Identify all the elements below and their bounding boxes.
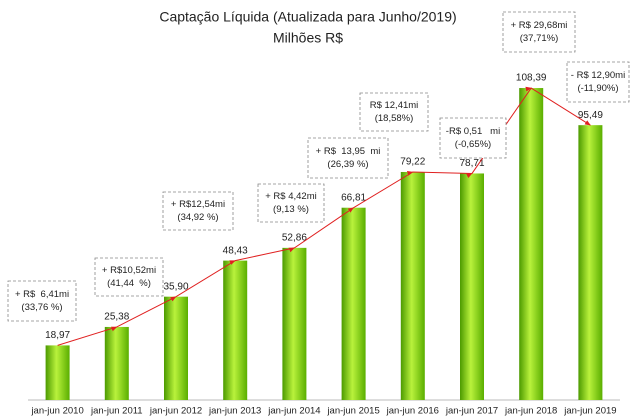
bar (460, 173, 484, 400)
value-label: 18,97 (45, 330, 70, 341)
bar (578, 125, 603, 400)
annotation-text: (-0,65%) (455, 139, 491, 150)
annotation-text: + R$10,52mi (102, 265, 156, 276)
annotation-text: R$ 12,41mi (370, 100, 419, 111)
annotation-text: (26,39 %) (327, 159, 368, 170)
annotation-box (502, 11, 576, 53)
value-label: 25,38 (104, 312, 129, 323)
annotation-text: - R$ 12,90mi (571, 70, 625, 81)
x-tick-label: jan-jun 2015 (326, 406, 379, 417)
annotation-box (307, 137, 389, 179)
annotation-box (162, 191, 234, 231)
annotation-text: -R$ 0,51 mi (446, 126, 500, 137)
x-tick-label: jan-jun 2016 (386, 406, 439, 417)
annotation-text: (37,71%) (520, 33, 559, 44)
x-tick-label: jan-jun 2018 (504, 406, 557, 417)
annotation-text: (-11,90%) (577, 83, 618, 94)
annotation-box (7, 280, 77, 322)
annotation-text: (41,44 %) (107, 278, 151, 289)
annotation-text: + R$12,54mi (171, 199, 225, 210)
chart-title: Captação Líquida (Atualizada para Junho/… (159, 9, 456, 25)
annotation-text: + R$ 29,68mi (511, 20, 568, 31)
annotation-box (566, 61, 630, 103)
annotation-text: (33,76 %) (21, 302, 62, 313)
x-tick-label: jan-jun 2014 (267, 406, 320, 417)
x-tick-label: jan-jun 2017 (445, 406, 498, 417)
x-tick-label: jan-jun 2012 (149, 406, 202, 417)
annotation-text: (34,92 %) (177, 212, 218, 223)
value-label: 108,39 (516, 73, 547, 84)
x-tick-label: jan-jun 2011 (90, 406, 143, 417)
trend-line (57, 86, 591, 346)
annotation-text: + R$ 4,42mi (265, 191, 317, 202)
annotation-text: (18,58%) (375, 113, 414, 124)
bar (400, 171, 425, 400)
bar (519, 88, 544, 400)
bar (104, 326, 129, 400)
bar (341, 207, 366, 400)
chart-subtitle: Milhões R$ (273, 30, 343, 46)
bar (45, 345, 70, 400)
bar (282, 247, 307, 400)
annotation-box (359, 92, 429, 132)
value-label: 48,43 (223, 245, 248, 256)
x-tick-label: jan-jun 2019 (563, 406, 616, 417)
annotation-text: + R$ 6,41mi (15, 289, 69, 300)
x-tick-label: jan-jun 2010 (30, 406, 83, 417)
annotation-box (94, 257, 164, 297)
annotation-box (257, 183, 325, 223)
annotation-box (439, 117, 507, 159)
value-label: 79,22 (400, 157, 425, 168)
annotation-text: + R$ 13,95 mi (316, 146, 381, 157)
bar (223, 260, 248, 400)
x-tick-label: jan-jun 2013 (208, 406, 261, 417)
bar (164, 296, 188, 400)
annotation-text: (9,13 %) (273, 204, 309, 215)
